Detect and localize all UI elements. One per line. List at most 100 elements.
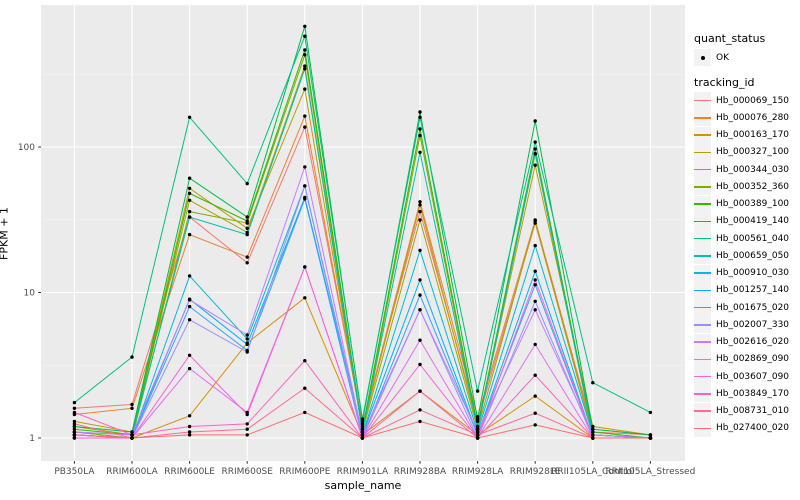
data-point[interactable] [533,119,537,123]
data-point[interactable] [533,269,537,273]
legend-item-Hb_001257_140[interactable]: Hb_001257_140 [694,281,789,299]
data-point[interactable] [303,359,307,363]
data-point[interactable] [533,278,537,282]
data-point[interactable] [245,412,249,417]
data-point[interactable] [303,410,307,415]
data-point[interactable] [360,417,365,421]
data-point[interactable] [245,261,249,265]
legend-item-Hb_000344_030[interactable]: Hb_000344_030 [694,161,789,178]
data-point[interactable] [360,419,365,424]
data-point[interactable] [533,219,537,223]
legend-item-Hb_002869_090[interactable]: Hb_002869_090 [694,350,789,368]
legend-item-Hb_000659_050[interactable]: Hb_000659_050 [694,247,789,265]
data-point[interactable] [533,140,537,144]
data-point[interactable] [303,48,307,52]
data-point[interactable] [187,186,192,190]
data-point[interactable] [475,424,480,429]
data-point[interactable] [187,424,192,429]
data-point[interactable] [72,400,77,405]
data-point[interactable] [475,427,480,431]
data-point[interactable] [72,433,77,437]
data-point[interactable] [130,402,134,407]
data-point[interactable] [187,353,192,357]
data-point[interactable] [303,265,307,269]
data-point[interactable] [187,274,192,278]
legend-item-Hb_000069_150[interactable]: Hb_000069_150 [694,92,789,109]
data-point[interactable] [245,215,249,219]
data-point[interactable] [533,283,537,287]
data-point[interactable] [591,424,595,429]
data-point[interactable] [418,209,422,214]
data-point[interactable] [245,342,249,347]
data-point[interactable] [591,433,595,437]
data-point[interactable] [360,424,365,429]
data-point[interactable] [418,248,422,252]
data-point[interactable] [418,110,422,114]
data-point[interactable] [245,226,249,230]
data-point[interactable] [591,430,595,434]
data-point[interactable] [245,427,249,431]
data-point[interactable] [187,232,192,237]
data-point[interactable] [418,115,422,120]
data-point[interactable] [475,419,480,424]
data-point[interactable] [187,366,192,371]
data-point[interactable] [648,410,653,415]
data-point[interactable] [533,394,537,398]
legend-item-Hb_027400_020[interactable]: Hb_027400_020 [694,419,789,437]
data-point[interactable] [648,433,653,437]
data-point[interactable] [303,64,307,68]
data-point[interactable] [303,34,307,38]
data-point[interactable] [475,433,480,437]
data-point[interactable] [303,296,307,300]
data-point[interactable] [187,433,192,437]
data-point[interactable] [187,430,192,434]
data-point[interactable] [303,184,307,188]
legend-item-Hb_002616_020[interactable]: Hb_002616_020 [694,333,789,351]
data-point[interactable] [245,232,249,237]
data-point[interactable] [418,389,422,393]
data-point[interactable] [475,436,480,440]
data-point[interactable] [475,417,480,421]
data-point[interactable] [245,350,249,354]
legend-item-Hb_000561_040[interactable]: Hb_000561_040 [694,230,789,247]
data-point[interactable] [130,430,134,434]
data-point[interactable] [418,133,422,138]
data-point[interactable] [533,163,537,167]
data-point[interactable] [72,424,77,429]
data-point[interactable] [245,433,249,437]
legend-item-Hb_000327_100[interactable]: Hb_000327_100 [694,143,789,161]
data-point[interactable] [72,430,77,434]
data-point[interactable] [648,436,653,440]
data-point[interactable] [187,198,192,202]
data-point[interactable] [418,203,422,207]
data-point[interactable] [360,422,365,426]
data-point[interactable] [130,355,134,359]
legend-item-Hb_003607_090[interactable]: Hb_003607_090 [694,368,789,385]
data-point[interactable] [418,308,422,312]
data-point[interactable] [303,114,307,118]
data-point[interactable] [187,414,192,418]
data-point[interactable] [360,430,365,434]
data-point[interactable] [303,165,307,169]
legend-item-ok[interactable]: OK [694,49,729,66]
data-point[interactable] [245,219,249,223]
data-point[interactable] [418,362,422,367]
data-point[interactable] [475,389,480,393]
data-point[interactable] [245,255,249,259]
data-point[interactable] [130,406,134,410]
data-point[interactable] [360,436,365,440]
data-point[interactable] [418,150,422,154]
data-point[interactable] [418,200,422,204]
data-point[interactable] [475,430,480,434]
data-point[interactable] [533,152,537,156]
data-point[interactable] [360,433,365,437]
legend-item-Hb_000352_360[interactable]: Hb_000352_360 [694,178,789,196]
data-point[interactable] [303,67,307,71]
data-point[interactable] [533,147,537,151]
data-point[interactable] [187,304,192,309]
data-point[interactable] [418,278,422,282]
data-point[interactable] [245,337,249,341]
data-point[interactable] [72,410,77,415]
data-point[interactable] [130,433,134,437]
data-point[interactable] [72,436,77,440]
